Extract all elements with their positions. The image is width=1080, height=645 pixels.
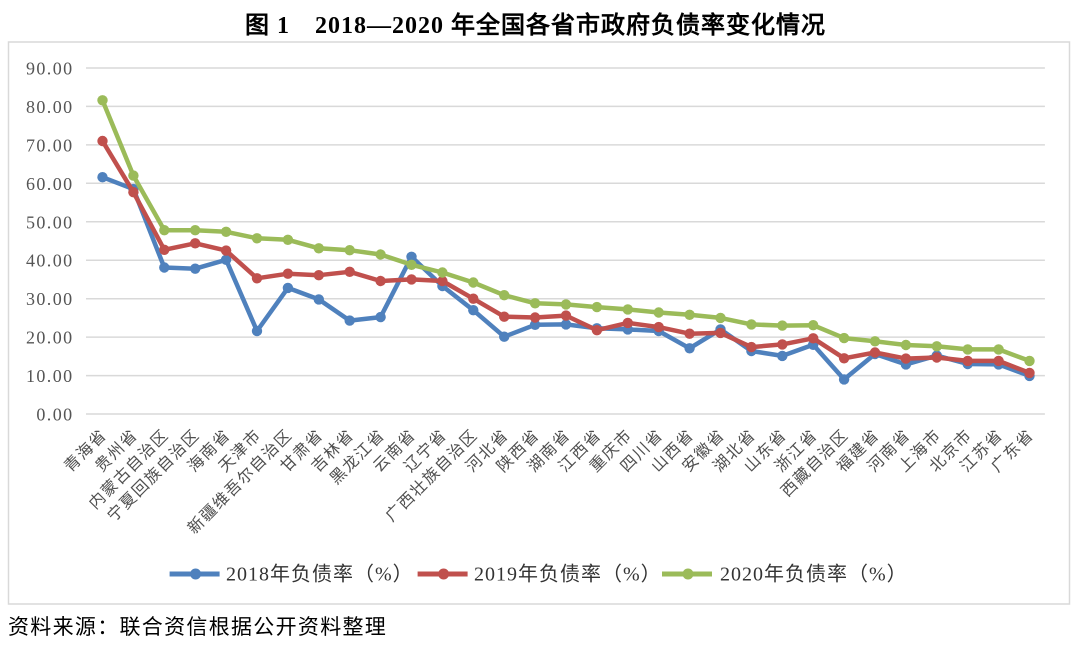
svg-text:0.00: 0.00	[36, 405, 73, 425]
svg-text:40.00: 40.00	[26, 251, 74, 271]
svg-text:80.00: 80.00	[26, 97, 74, 117]
svg-text:30.00: 30.00	[26, 289, 74, 309]
svg-text:60.00: 60.00	[26, 174, 74, 194]
svg-text:10.00: 10.00	[26, 366, 74, 386]
svg-text:2020年负债率（%）: 2020年负债率（%）	[720, 563, 908, 586]
svg-text:70.00: 70.00	[26, 135, 74, 155]
svg-text:50.00: 50.00	[26, 212, 74, 232]
svg-text:2018年负债率（%）: 2018年负债率（%）	[226, 563, 414, 586]
svg-text:90.00: 90.00	[26, 59, 74, 79]
svg-text:2019年负债率（%）: 2019年负债率（%）	[474, 563, 662, 586]
svg-text:20.00: 20.00	[26, 328, 74, 348]
